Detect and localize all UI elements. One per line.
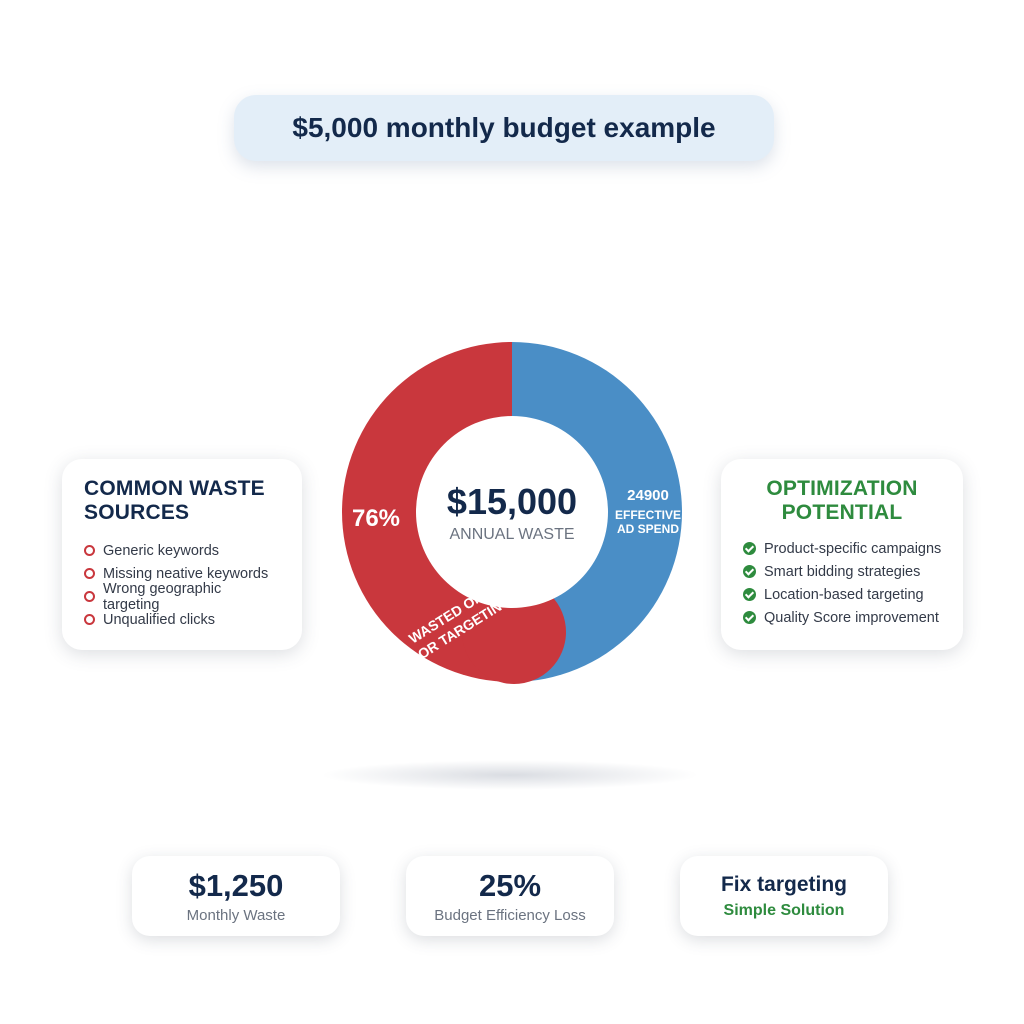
list-item: Location-based targeting <box>743 583 943 606</box>
chart-shadow <box>320 760 700 790</box>
list-item: Generic keywords <box>84 539 280 562</box>
list-item: Product-specific campaigns <box>743 537 943 560</box>
ring-bullet-icon <box>84 568 95 579</box>
monthly-waste-card: $1,250 Monthly Waste <box>132 856 340 936</box>
waste-slice-cap <box>462 580 566 684</box>
ring-bullet-icon <box>84 591 95 602</box>
effective-value-label: 24900 <box>627 487 669 504</box>
ring-bullet-icon <box>84 614 95 625</box>
monthly-waste-value: $1,250 <box>188 867 284 903</box>
check-icon <box>743 542 756 555</box>
solution-value: Fix targeting <box>720 873 847 896</box>
list-item: Unqualified clicks <box>84 608 280 631</box>
effective-category-line1: EFFECTIVE <box>615 508 681 522</box>
center-label: ANNUAL WASTE <box>449 526 574 543</box>
page-title: $5,000 monthly budget example <box>234 95 774 161</box>
donut-chart: $15,000 ANNUAL WASTE 76% 24900 EFFECTIVE… <box>342 342 682 684</box>
effective-category-line2: AD SPEND <box>617 522 679 536</box>
optimization-heading: OPTIMIZATION POTENTIAL <box>766 477 918 524</box>
ring-bullet-icon <box>84 545 95 556</box>
waste-sources-list: Generic keywords Missing neative keyword… <box>84 539 280 631</box>
list-item: Quality Score improvement <box>743 606 943 629</box>
solution-card: Fix targeting Simple Solution <box>680 856 888 936</box>
list-item: Missing neative keywords <box>84 562 280 585</box>
efficiency-loss-label: Budget Efficiency Loss <box>434 906 586 924</box>
optimization-card: OPTIMIZATION POTENTIAL Product-specific … <box>721 459 963 650</box>
optimization-list: Product-specific campaigns Smart bidding… <box>741 537 943 629</box>
list-item: Wrong geographic targeting <box>84 581 280 613</box>
check-icon <box>743 588 756 601</box>
efficiency-loss-card: 25% Budget Efficiency Loss <box>406 856 614 936</box>
waste-sources-card: COMMON WASTE SOURCES Generic keywords Mi… <box>62 459 302 650</box>
solution-label: Simple Solution <box>723 902 845 919</box>
monthly-waste-label: Monthly Waste <box>186 906 286 924</box>
center-value: $15,000 <box>447 481 577 522</box>
check-icon <box>743 611 756 624</box>
check-icon <box>743 565 756 578</box>
list-item: Smart bidding strategies <box>743 560 943 583</box>
efficiency-loss-value: 25% <box>478 867 542 903</box>
waste-percent-label: 76% <box>352 505 400 532</box>
waste-sources-heading: COMMON WASTE SOURCES <box>84 477 265 524</box>
donut-hole <box>416 416 608 608</box>
